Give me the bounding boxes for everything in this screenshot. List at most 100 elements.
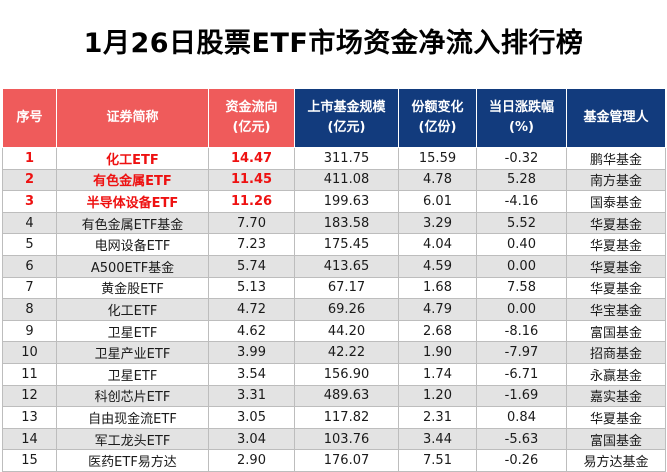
security-name-cell: 化工ETF — [56, 147, 209, 170]
fund-flow-cell: 3.99 — [208, 341, 295, 364]
share-change-cell: 4.59 — [398, 254, 477, 278]
table-row: 10 卫星产业ETF 3.99 42.22 1.90 -7.97 招商基金 — [2, 341, 666, 364]
security-name-cell: A500ETF基金 — [56, 254, 209, 278]
table-row: 5 电网设备ETF 7.23 175.45 4.04 0.40 华夏基金 — [2, 233, 666, 256]
header-unit: (亿份) — [418, 120, 457, 135]
fund-manager-cell: 华夏基金 — [566, 276, 666, 300]
header-line: 份额变化 — [411, 100, 464, 115]
daily-change-cell: -6.71 — [476, 362, 567, 386]
table-row: 15 医药ETF易方达 2.90 176.07 7.51 -0.26 易方达基金 — [2, 449, 666, 472]
fund-flow-cell: 5.74 — [208, 254, 295, 278]
daily-change-cell: 0.00 — [476, 254, 567, 278]
daily-change-cell: 7.58 — [476, 276, 567, 300]
header-line: 上市基金规模 — [307, 100, 386, 115]
fund-scale-cell: 489.63 — [294, 384, 399, 408]
fund-flow-cell: 3.31 — [208, 384, 295, 408]
table-header-row: 序号 证券简称 资金流向 (亿元) 上市基金规模 (亿元) 份额变化 (亿份) — [2, 88, 666, 148]
header-line: 基金管理人 — [583, 110, 649, 125]
security-name-cell: 半导体设备ETF — [56, 190, 209, 213]
column-header-flow: 资金流向 (亿元) — [208, 88, 295, 148]
fund-scale-cell: 42.22 — [294, 341, 399, 364]
page-title: 1月26日股票ETF市场资金净流入排行榜 — [83, 28, 584, 59]
rank-cell: 5 — [2, 233, 57, 256]
security-name-cell: 军工龙头ETF — [56, 427, 209, 451]
table-row: 11 卫星ETF 3.54 156.90 1.74 -6.71 永赢基金 — [2, 362, 666, 386]
security-name-cell: 有色金属ETF — [56, 168, 209, 192]
rank-cell: 12 — [2, 384, 57, 408]
header-unit: (%) — [509, 120, 534, 135]
fund-flow-cell: 3.54 — [208, 362, 295, 386]
rank-cell: 4 — [2, 211, 57, 235]
etf-ranking-page: 1月26日股票ETF市场资金净流入排行榜 序号 证券简称 资金流向 (亿元) — [2, 28, 666, 472]
table-row: 12 科创芯片ETF 3.31 489.63 1.20 -1.69 嘉实基金 — [2, 384, 666, 408]
fund-scale-cell: 413.65 — [294, 254, 399, 278]
security-name-cell: 卫星ETF — [56, 362, 209, 386]
header-line: 当日涨跌幅 — [488, 100, 554, 115]
table-row: 6 A500ETF基金 5.74 413.65 4.59 0.00 华夏基金 — [2, 254, 666, 278]
daily-change-cell: -4.16 — [476, 190, 567, 213]
fund-flow-cell: 3.04 — [208, 427, 295, 451]
rank-cell: 10 — [2, 341, 57, 364]
security-name-cell: 医药ETF易方达 — [56, 449, 209, 472]
fund-manager-cell: 鹏华基金 — [566, 147, 666, 170]
share-change-cell: 1.90 — [398, 341, 477, 364]
rank-cell: 8 — [2, 298, 57, 321]
fund-scale-cell: 69.26 — [294, 298, 399, 321]
share-change-cell: 2.31 — [398, 406, 477, 429]
daily-change-cell: -8.16 — [476, 319, 567, 343]
share-change-cell: 1.20 — [398, 384, 477, 408]
security-name-cell: 电网设备ETF — [56, 233, 209, 256]
fund-scale-cell: 44.20 — [294, 319, 399, 343]
fund-manager-cell: 华夏基金 — [566, 233, 666, 256]
fund-flow-cell: 7.23 — [208, 233, 295, 256]
daily-change-cell: 5.52 — [476, 211, 567, 235]
rank-cell: 11 — [2, 362, 57, 386]
share-change-cell: 7.51 — [398, 449, 477, 472]
security-name-cell: 自由现金流ETF — [56, 406, 209, 429]
fund-manager-cell: 国泰基金 — [566, 190, 666, 213]
column-header-rank: 序号 — [2, 88, 57, 148]
column-header-share-change: 份额变化 (亿份) — [398, 88, 477, 148]
fund-scale-cell: 175.45 — [294, 233, 399, 256]
daily-change-cell: 5.28 — [476, 168, 567, 192]
header-unit: (亿元) — [232, 120, 271, 135]
table-row: 13 自由现金流ETF 3.05 117.82 2.31 0.84 华夏基金 — [2, 406, 666, 429]
security-name-cell: 黄金股ETF — [56, 276, 209, 300]
daily-change-cell: -0.32 — [476, 147, 567, 170]
column-header-name: 证券简称 — [56, 88, 209, 148]
column-header-manager: 基金管理人 — [566, 88, 666, 148]
fund-manager-cell: 富国基金 — [566, 319, 666, 343]
table-row: 7 黄金股ETF 5.13 67.17 1.68 7.58 华夏基金 — [2, 276, 666, 300]
fund-manager-cell: 永赢基金 — [566, 362, 666, 386]
fund-scale-cell: 183.58 — [294, 211, 399, 235]
rank-cell: 7 — [2, 276, 57, 300]
daily-change-cell: 0.40 — [476, 233, 567, 256]
share-change-cell: 15.59 — [398, 147, 477, 170]
share-change-cell: 4.79 — [398, 298, 477, 321]
table-body: 1 化工ETF 14.47 311.75 15.59 -0.32 鹏华基金 2 有色金属ETF 1… — [2, 147, 666, 472]
share-change-cell: 1.74 — [398, 362, 477, 386]
fund-flow-cell: 11.26 — [208, 190, 295, 213]
table-row: 1 化工ETF 14.47 311.75 15.59 -0.32 鹏华基金 — [2, 147, 666, 170]
rank-cell: 14 — [2, 427, 57, 451]
share-change-cell: 3.29 — [398, 211, 477, 235]
fund-scale-cell: 311.75 — [294, 147, 399, 170]
fund-manager-cell: 华夏基金 — [566, 406, 666, 429]
fund-flow-cell: 4.62 — [208, 319, 295, 343]
daily-change-cell: 0.00 — [476, 298, 567, 321]
fund-flow-cell: 4.72 — [208, 298, 295, 321]
fund-flow-cell: 11.45 — [208, 168, 295, 192]
fund-scale-cell: 199.63 — [294, 190, 399, 213]
table-row: 4 有色金属ETF基金 7.70 183.58 3.29 5.52 华夏基金 — [2, 211, 666, 235]
fund-manager-cell: 富国基金 — [566, 427, 666, 451]
fund-manager-cell: 华宝基金 — [566, 298, 666, 321]
fund-flow-cell: 2.90 — [208, 449, 295, 472]
fund-scale-cell: 117.82 — [294, 406, 399, 429]
fund-scale-cell: 67.17 — [294, 276, 399, 300]
header-line: 序号 — [16, 110, 43, 125]
fund-scale-cell: 156.90 — [294, 362, 399, 386]
header-line: 证券简称 — [106, 110, 159, 125]
fund-manager-cell: 易方达基金 — [566, 449, 666, 472]
fund-manager-cell: 招商基金 — [566, 341, 666, 364]
rank-cell: 9 — [2, 319, 57, 343]
